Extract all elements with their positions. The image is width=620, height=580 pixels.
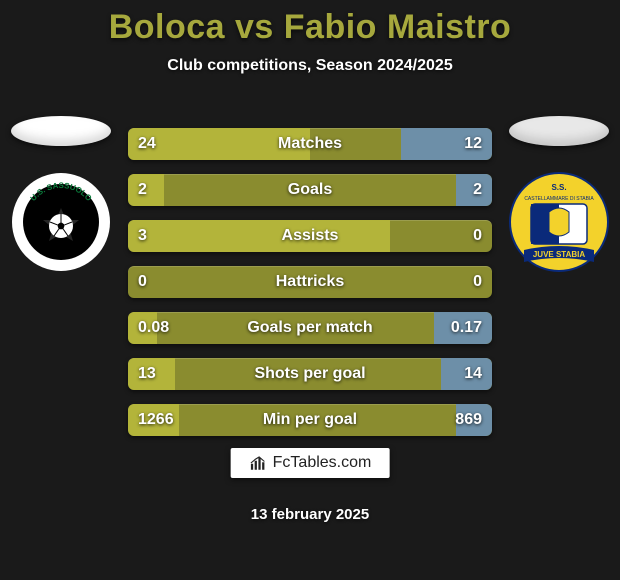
stat-label: Hattricks	[128, 266, 492, 298]
stat-fill-right	[456, 174, 492, 206]
subtitle: Club competitions, Season 2024/2025	[0, 57, 620, 75]
stat-label: Shots per goal	[128, 358, 492, 390]
comparison-infographic: Boloca vs Fabio Maistro Club competition…	[0, 8, 620, 580]
page-title: Boloca vs Fabio Maistro	[0, 8, 620, 47]
stat-fill-left	[128, 174, 164, 206]
svg-text:CASTELLAMMARE DI STABIA: CASTELLAMMARE DI STABIA	[524, 196, 594, 202]
stat-row: 2412Matches	[128, 128, 492, 160]
title-player-left: Boloca	[109, 8, 225, 46]
stat-fill-left	[128, 128, 310, 160]
attribution-text: FcTables.com	[273, 454, 372, 472]
chart-icon	[249, 454, 267, 472]
stat-row: 22Goals	[128, 174, 492, 206]
title-player-right: Fabio Maistro	[284, 8, 512, 46]
left-column: U.S. SASSUOLO	[6, 116, 116, 272]
crest-right-svg: S.S. CASTELLAMMARE DI STABIA JUVE STABIA	[509, 172, 609, 272]
right-column: S.S. CASTELLAMMARE DI STABIA JUVE STABIA	[504, 116, 614, 272]
stat-fill-left	[128, 312, 157, 344]
crest-left-svg: U.S. SASSUOLO	[11, 172, 111, 272]
stat-fill-right	[401, 128, 492, 160]
stat-row: 1314Shots per goal	[128, 358, 492, 390]
stat-row: 30Assists	[128, 220, 492, 252]
stat-fill-right	[456, 404, 492, 436]
stat-value-right: 0	[463, 220, 492, 252]
stat-row: 0 0Hattricks	[128, 266, 492, 298]
stat-fill-right	[434, 312, 492, 344]
stat-row: 1266869Min per goal	[128, 404, 492, 436]
stat-fill-right	[441, 358, 492, 390]
svg-text:JUVE STABIA: JUVE STABIA	[533, 250, 586, 259]
club-crest-right: S.S. CASTELLAMMARE DI STABIA JUVE STABIA	[509, 172, 609, 272]
stat-value-right: 0	[463, 266, 492, 298]
stat-value-left: 0	[128, 266, 157, 298]
club-crest-left: U.S. SASSUOLO	[11, 172, 111, 272]
stat-fill-left	[128, 404, 179, 436]
stat-label: Min per goal	[128, 404, 492, 436]
stat-row: 0.080.17Goals per match	[128, 312, 492, 344]
attribution-badge: FcTables.com	[231, 448, 390, 478]
svg-text:S.S.: S.S.	[551, 183, 566, 192]
stat-bars: 2412Matches22Goals30Assists00Hattricks0.…	[128, 128, 492, 450]
stat-label: Goals	[128, 174, 492, 206]
date-text: 13 february 2025	[0, 506, 620, 523]
nationality-flag-left	[11, 116, 111, 146]
stat-fill-left	[128, 358, 175, 390]
stat-fill-left	[128, 220, 390, 252]
nationality-flag-right	[509, 116, 609, 146]
title-vs: vs	[235, 8, 274, 46]
